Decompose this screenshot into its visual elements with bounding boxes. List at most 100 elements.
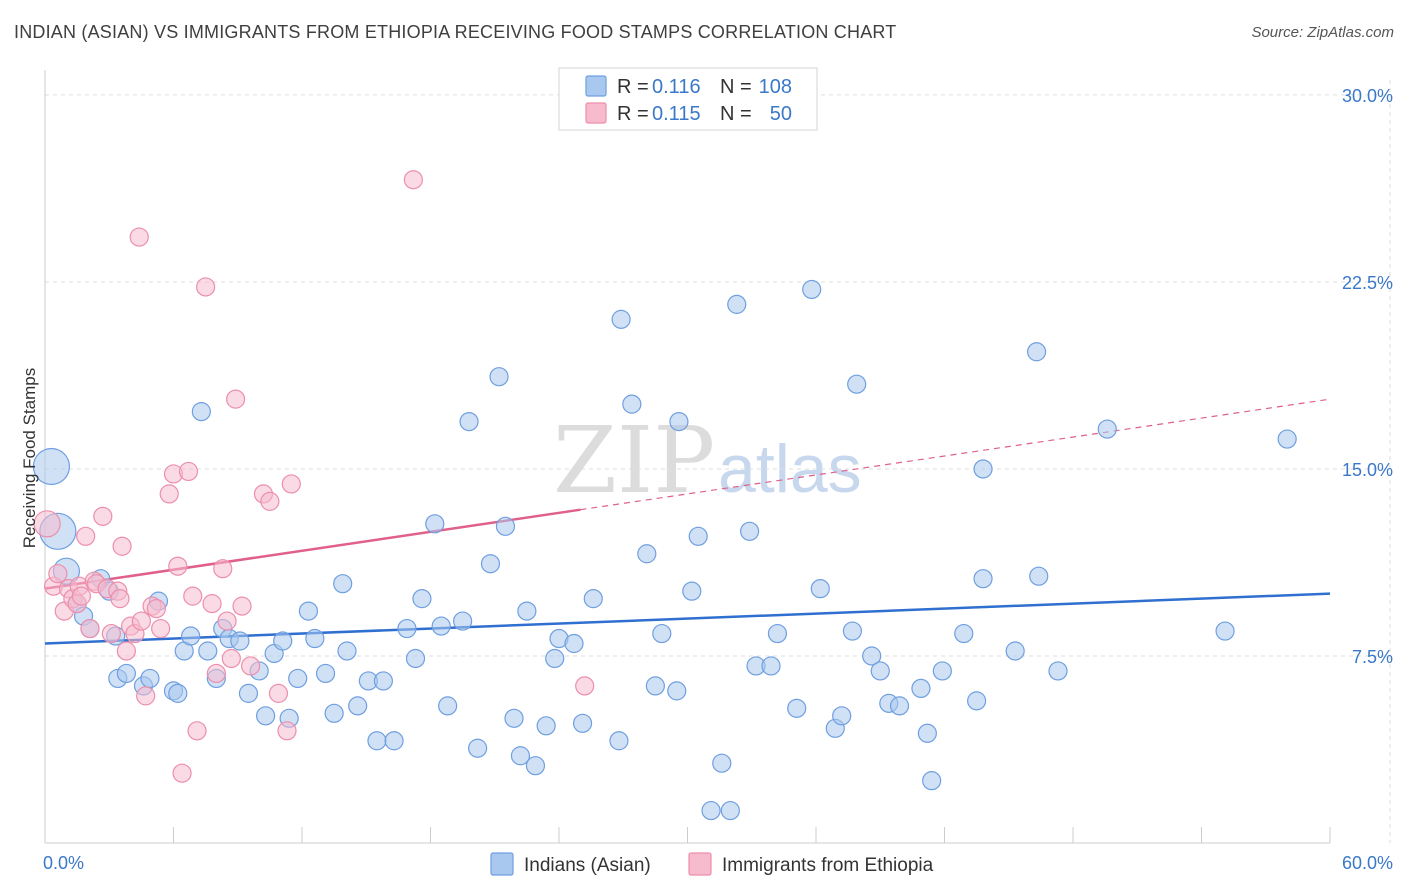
point-indians-asian bbox=[922, 771, 942, 791]
point-indians-asian bbox=[652, 623, 672, 644]
point-indians-asian bbox=[847, 374, 867, 394]
point-ethiopia bbox=[226, 389, 246, 409]
point-indians-asian bbox=[1005, 641, 1025, 661]
point-indians-asian bbox=[305, 628, 325, 649]
legend-n-value-blue: 108 bbox=[759, 76, 792, 98]
legend-r-label-blue: R = bbox=[617, 76, 649, 98]
point-ethiopia bbox=[80, 618, 100, 639]
point-indians-asian bbox=[787, 698, 807, 718]
legend-n-label-blue: N = bbox=[720, 76, 752, 98]
point-indians-asian bbox=[1097, 419, 1117, 439]
point-ethiopia bbox=[33, 510, 61, 538]
tick-labels: 7.5% 15.0% 22.5% 30.0% 0.0% 60.0% bbox=[43, 86, 1393, 873]
point-ethiopia bbox=[48, 564, 68, 584]
point-ethiopia bbox=[196, 277, 216, 297]
point-indians-asian bbox=[611, 309, 631, 329]
point-indians-asian bbox=[230, 631, 250, 651]
data-points bbox=[32, 170, 1297, 821]
point-indians-asian bbox=[720, 800, 740, 821]
point-indians-asian bbox=[688, 526, 708, 546]
chart-title: INDIAN (ASIAN) VS IMMIGRANTS FROM ETHIOP… bbox=[14, 22, 897, 42]
point-ethiopia bbox=[202, 594, 222, 614]
top-legend: R = 0.116 N = 108 R = 0.115 N = 50 bbox=[558, 67, 818, 131]
point-indians-asian bbox=[333, 574, 353, 594]
point-indians-asian bbox=[255, 706, 276, 726]
point-ethiopia bbox=[241, 656, 261, 676]
point-indians-asian bbox=[140, 668, 160, 689]
point-indians-asian bbox=[510, 746, 531, 766]
x-tick-label: 60.0% bbox=[1342, 853, 1393, 873]
point-indians-asian bbox=[545, 648, 565, 669]
point-indians-asian bbox=[889, 696, 910, 716]
y-tick-label: 7.5% bbox=[1352, 647, 1393, 667]
point-ethiopia bbox=[277, 721, 297, 741]
bottom-legend-label-blue: Indians (Asian) bbox=[524, 855, 651, 876]
point-indians-asian bbox=[273, 631, 293, 651]
point-indians-asian bbox=[337, 641, 357, 661]
point-indians-asian bbox=[1215, 621, 1235, 641]
point-indians-asian bbox=[973, 459, 993, 479]
trend-line-ethiopia bbox=[44, 508, 581, 590]
watermark-zip: ZIP bbox=[553, 407, 715, 514]
point-indians-asian bbox=[862, 646, 882, 666]
point-ethiopia bbox=[575, 676, 595, 696]
point-ethiopia bbox=[159, 484, 179, 504]
point-indians-asian bbox=[1277, 429, 1297, 449]
point-indians-asian bbox=[198, 641, 218, 661]
point-indians-asian bbox=[767, 623, 788, 644]
point-ethiopia bbox=[116, 641, 136, 661]
point-ethiopia bbox=[101, 623, 121, 644]
point-ethiopia bbox=[217, 611, 237, 631]
point-ethiopia bbox=[178, 461, 199, 482]
point-ethiopia bbox=[213, 559, 233, 579]
point-indians-asian bbox=[832, 706, 852, 726]
point-indians-asian bbox=[191, 402, 211, 422]
point-indians-asian bbox=[315, 663, 336, 684]
point-indians-asian bbox=[967, 691, 987, 711]
legend-r-value-blue: 0.116 bbox=[652, 76, 701, 98]
point-indians-asian bbox=[32, 447, 71, 486]
point-indians-asian bbox=[425, 514, 445, 534]
point-ethiopia bbox=[110, 589, 130, 609]
source-label: Source: ZipAtlas.com bbox=[1251, 24, 1394, 41]
point-indians-asian bbox=[701, 800, 721, 821]
point-indians-asian bbox=[495, 516, 516, 536]
point-ethiopia bbox=[221, 648, 241, 669]
point-ethiopia bbox=[206, 663, 226, 684]
point-ethiopia bbox=[187, 721, 207, 741]
point-indians-asian bbox=[168, 683, 188, 703]
point-ethiopia bbox=[136, 686, 156, 706]
point-indians-asian bbox=[525, 756, 546, 776]
point-indians-asian bbox=[954, 623, 974, 644]
bottom-legend: Indians (Asian) Immigrants from Ethiopia bbox=[490, 852, 934, 876]
legend-r-value-pink: 0.115 bbox=[652, 103, 701, 125]
point-indians-asian bbox=[917, 723, 937, 743]
point-ethiopia bbox=[151, 618, 171, 639]
point-indians-asian bbox=[1026, 342, 1047, 362]
point-indians-asian bbox=[405, 648, 426, 669]
point-indians-asian bbox=[181, 626, 201, 646]
point-indians-asian bbox=[761, 656, 781, 676]
point-indians-asian bbox=[431, 616, 451, 636]
point-ethiopia bbox=[260, 491, 280, 511]
point-indians-asian bbox=[645, 676, 665, 696]
point-indians-asian bbox=[238, 683, 259, 703]
point-ethiopia bbox=[281, 474, 301, 494]
point-ethiopia bbox=[71, 586, 92, 606]
point-indians-asian bbox=[1029, 566, 1049, 586]
point-indians-asian bbox=[911, 678, 931, 699]
point-ethiopia bbox=[112, 536, 132, 556]
point-indians-asian bbox=[727, 294, 747, 314]
point-indians-asian bbox=[609, 731, 629, 751]
point-indians-asian bbox=[453, 611, 473, 631]
trend-line-ethiopia-extension bbox=[580, 398, 1331, 511]
point-indians-asian bbox=[438, 696, 458, 716]
point-indians-asian bbox=[712, 753, 732, 773]
point-ethiopia bbox=[93, 506, 113, 526]
point-ethiopia bbox=[232, 596, 252, 616]
point-indians-asian bbox=[397, 618, 417, 639]
point-indians-asian bbox=[810, 579, 830, 599]
legend-n-label-pink: N = bbox=[720, 103, 752, 125]
point-indians-asian bbox=[564, 633, 584, 654]
point-indians-asian bbox=[572, 713, 593, 733]
